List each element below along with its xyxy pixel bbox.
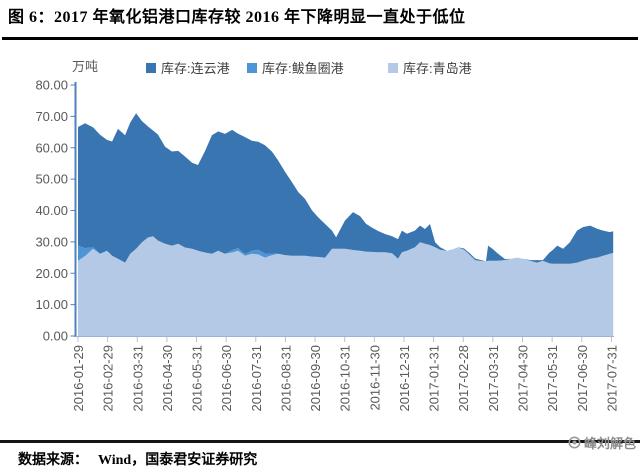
x-axis-label: 2016-12-31 [397,345,412,412]
watermark-icon [568,436,581,449]
watermark-text: 峰刘解色 [583,436,636,451]
data-source: 数据来源： Wind，国泰君安证券研究 [18,449,257,469]
figure-title: 图 6：2017 年氧化铝港口库存较 2016 年下降明显一直处于低位 [8,9,466,26]
x-axis-label: 2017-03-31 [486,345,501,412]
x-axis-label: 2016-10-31 [338,345,353,412]
legend-label: 库存:青岛港 [403,61,472,76]
x-axis-label: 2017-02-28 [456,345,471,412]
legend-label: 库存:连云港 [161,61,230,76]
x-axis-label: 2016-07-31 [249,345,264,412]
footer-divider [0,440,640,443]
x-axis-label: 2017-05-31 [545,345,560,412]
area-series [78,113,614,264]
x-axis-label: 2016-11-30 [367,345,382,411]
x-axis-label: 2016-06-30 [219,345,234,412]
y-axis-label: 40.00 [35,203,68,218]
y-axis-label: 20.00 [35,266,68,281]
watermark: 峰刘解色 [568,433,636,452]
x-axis-label: 2017-04-30 [515,345,530,412]
x-axis-label: 2017-07-31 [604,345,619,412]
y-axis-label: 10.00 [35,297,68,312]
x-axis-label: 2016-05-31 [190,345,205,412]
legend-swatch [146,63,156,73]
legend-swatch [388,63,398,73]
area-series [78,236,614,336]
y-axis-label: 50.00 [35,172,68,187]
x-axis-label: 2017-01-31 [427,345,442,412]
x-axis-label: 2017-06-30 [575,345,590,412]
x-axis-label: 2016-08-31 [278,345,293,412]
legend-swatch [247,63,257,73]
data-source-label: 数据来源： [18,453,88,468]
x-axis-label: 2016-03-31 [130,345,145,412]
y-axis-label: 60.00 [35,140,68,155]
x-axis-label: 2016-04-30 [160,345,175,412]
x-axis-label: 2016-01-29 [71,345,86,412]
legend-label: 库存:鲅鱼圈港 [262,61,344,76]
x-axis-label: 2016-09-30 [308,345,323,412]
y-axis-label: 0.00 [43,329,68,344]
y-axis-label: 70.00 [35,109,68,124]
data-source-text: Wind，国泰君安证券研究 [98,453,258,468]
y-axis-label: 80.00 [35,78,68,93]
y-axis-label: 30.00 [35,234,68,249]
y-axis-unit-label: 万吨 [72,59,98,74]
title-divider [2,37,638,40]
x-axis-label: 2016-02-29 [101,345,116,412]
